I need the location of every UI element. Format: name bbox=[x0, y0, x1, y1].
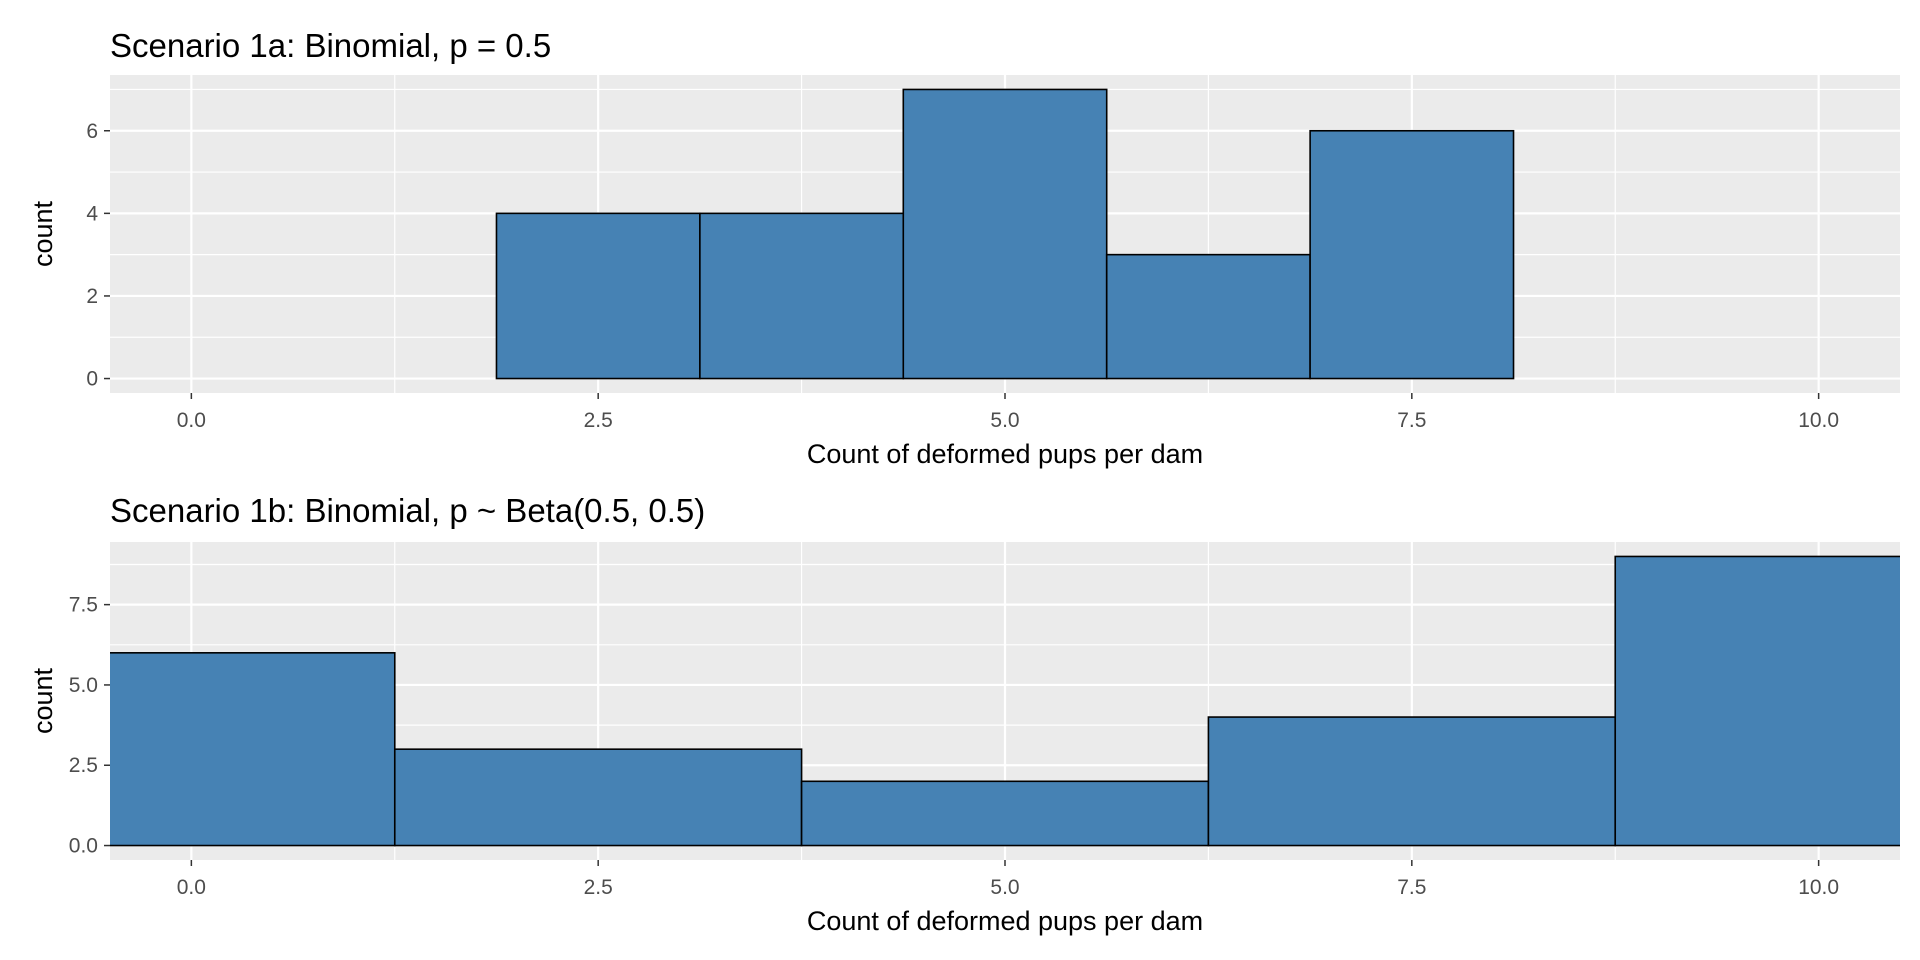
y-axis-label: count bbox=[28, 667, 58, 734]
chart-title: Scenario 1a: Binomial, p = 0.5 bbox=[110, 27, 551, 64]
x-tick-label: 2.5 bbox=[584, 409, 613, 432]
x-tick-label: 0.0 bbox=[177, 409, 206, 432]
histogram-bar-3 bbox=[902, 88, 1108, 380]
chart-panel-scenario-1b: 0.0 2.5 5.0 7.5 10.0 0.0 2.5 5.0 7.5 Scenario 1b:… bbox=[28, 492, 1900, 936]
x-axis-label: Count of deformed pups per dam bbox=[807, 439, 1203, 469]
chart-title: Scenario 1b: Binomial, p ~ Beta(0.5, 0.5… bbox=[110, 492, 705, 529]
histogram-bars bbox=[110, 555, 1900, 847]
y-tick-label: 2 bbox=[86, 285, 98, 308]
x-tick-label: 7.5 bbox=[1397, 409, 1426, 432]
histogram-bar-5 bbox=[1614, 555, 1900, 847]
y-tick-label: 4 bbox=[86, 202, 98, 225]
histogram-bar-4 bbox=[1207, 716, 1617, 847]
chart-panel-scenario-1a: 0.0 2.5 5.0 7.5 10.0 0 2 4 6 Scenario 1a: Binomia… bbox=[28, 27, 1900, 469]
histogram-bar-2 bbox=[393, 748, 803, 847]
y-tick-label: 7.5 bbox=[69, 594, 98, 617]
x-tick-label: 10.0 bbox=[1798, 409, 1839, 432]
x-axis-label: Count of deformed pups per dam bbox=[807, 906, 1203, 936]
histogram-bars bbox=[495, 88, 1515, 380]
x-tick-label: 7.5 bbox=[1397, 876, 1426, 899]
histogram-bar-2 bbox=[699, 212, 905, 380]
y-tick-label: 2.5 bbox=[69, 754, 98, 777]
y-axis-label: count bbox=[28, 200, 58, 267]
y-tick-label: 5.0 bbox=[69, 674, 98, 697]
y-tick-label: 0.0 bbox=[69, 835, 98, 858]
x-tick-label: 0.0 bbox=[177, 876, 206, 899]
histogram-bar-4 bbox=[1105, 253, 1311, 380]
y-tick-label: 6 bbox=[86, 120, 98, 143]
x-tick-label: 10.0 bbox=[1798, 876, 1839, 899]
histogram-bar-1 bbox=[495, 212, 701, 380]
histogram-bar-1 bbox=[110, 652, 396, 847]
x-tick-label: 5.0 bbox=[990, 876, 1019, 899]
x-tick-label: 2.5 bbox=[584, 876, 613, 899]
y-tick-label: 0 bbox=[86, 368, 98, 391]
histogram-bar-5 bbox=[1309, 129, 1515, 380]
x-tick-label: 5.0 bbox=[990, 409, 1019, 432]
histogram-bar-3 bbox=[800, 780, 1210, 847]
